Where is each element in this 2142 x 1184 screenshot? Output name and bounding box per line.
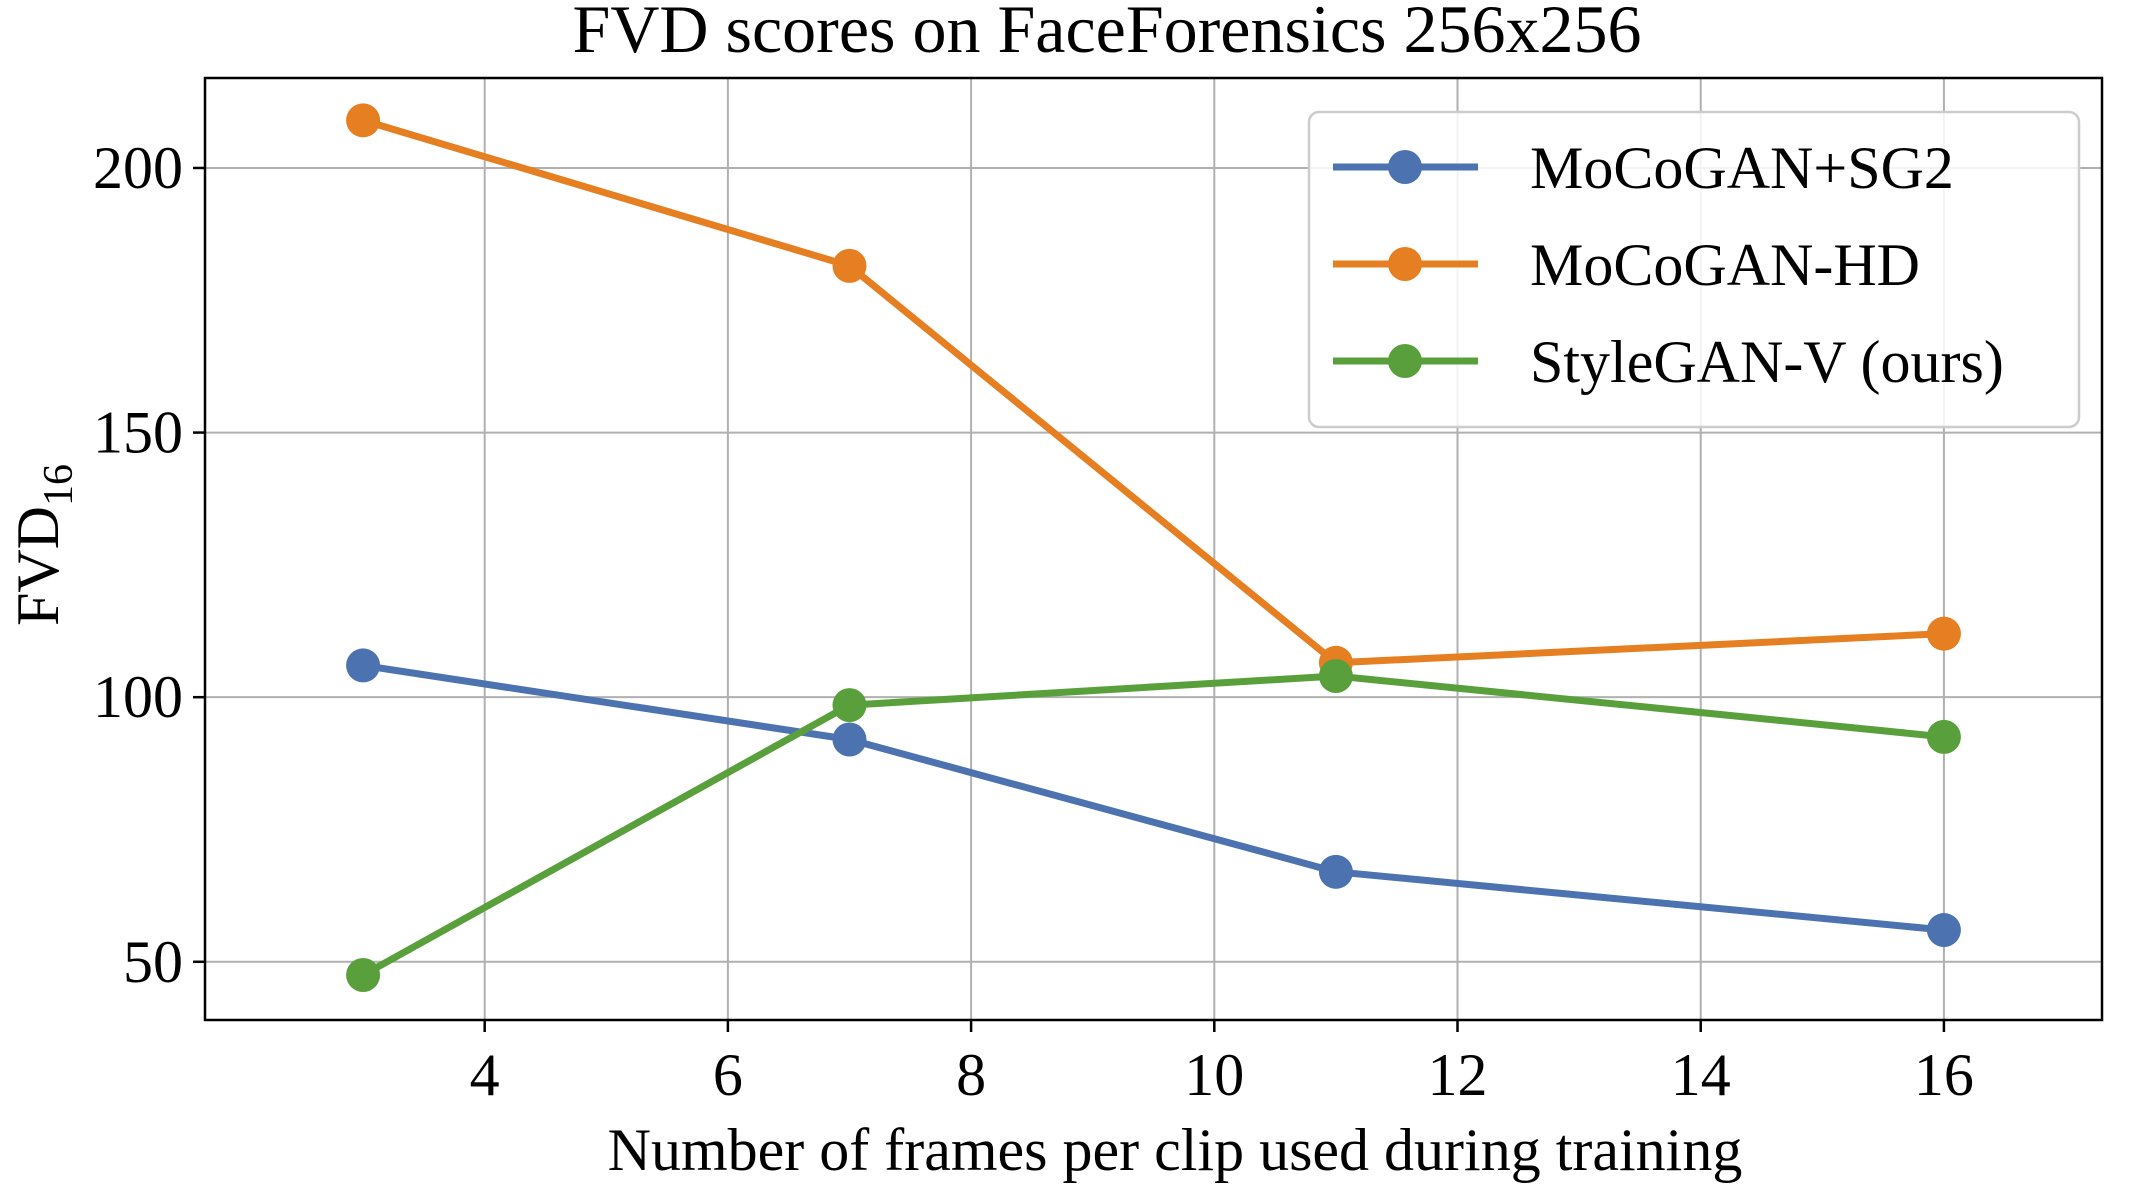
series-group — [346, 648, 1961, 948]
y-tick-label: 200 — [93, 135, 183, 201]
y-axis-label-main: FVD — [5, 506, 71, 626]
x-axis-label: Number of frames per clip used during tr… — [608, 1117, 1743, 1183]
series-line — [359, 672, 1948, 979]
y-tick-label: 50 — [123, 929, 183, 995]
legend-marker — [1388, 150, 1422, 184]
x-tick-label: 4 — [470, 1042, 500, 1108]
x-tick-label: 10 — [1184, 1042, 1244, 1108]
x-tick-label: 14 — [1671, 1042, 1731, 1108]
x-axis-ticks: 4 6 8 10 12 14 16 — [470, 1020, 1974, 1108]
data-point — [1926, 616, 1961, 651]
series-group — [346, 659, 1961, 993]
data-point — [346, 958, 381, 993]
data-point — [832, 248, 867, 283]
y-axis-label-subscript: 16 — [36, 464, 82, 506]
chart-title: FVD scores on FaceForensics 256x256 — [573, 0, 1642, 67]
series-line — [359, 116, 1948, 667]
y-axis-ticks: 50 100 150 200 — [93, 135, 205, 995]
data-point — [1926, 913, 1961, 948]
series-lines — [346, 103, 1961, 993]
y-tick-label: 150 — [93, 400, 183, 466]
legend-label: MoCoGAN+SG2 — [1530, 135, 1954, 201]
data-point — [1318, 659, 1353, 694]
data-point — [346, 648, 381, 683]
y-axis-label: FVD16 — [5, 464, 82, 626]
legend-marker — [1388, 344, 1422, 378]
data-point — [832, 688, 867, 723]
x-tick-label: 12 — [1428, 1042, 1488, 1108]
data-point — [346, 103, 381, 138]
x-tick-label: 16 — [1914, 1042, 1974, 1108]
x-tick-label: 6 — [713, 1042, 743, 1108]
plot-frame — [203, 76, 2104, 1022]
data-point — [1318, 854, 1353, 889]
legend-marker — [1388, 247, 1422, 281]
legend-label: StyleGAN-V (ours) — [1530, 329, 2004, 395]
series-line — [359, 661, 1948, 934]
legend-box — [1307, 110, 2081, 429]
x-tick-label: 8 — [956, 1042, 986, 1108]
y-tick-label: 100 — [93, 664, 183, 730]
data-point — [832, 722, 867, 757]
legend-label: MoCoGAN-HD — [1530, 232, 1920, 298]
data-point — [1926, 719, 1961, 754]
legend: MoCoGAN+SG2 MoCoGAN-HD StyleGAN-V (ours) — [1307, 110, 2081, 429]
